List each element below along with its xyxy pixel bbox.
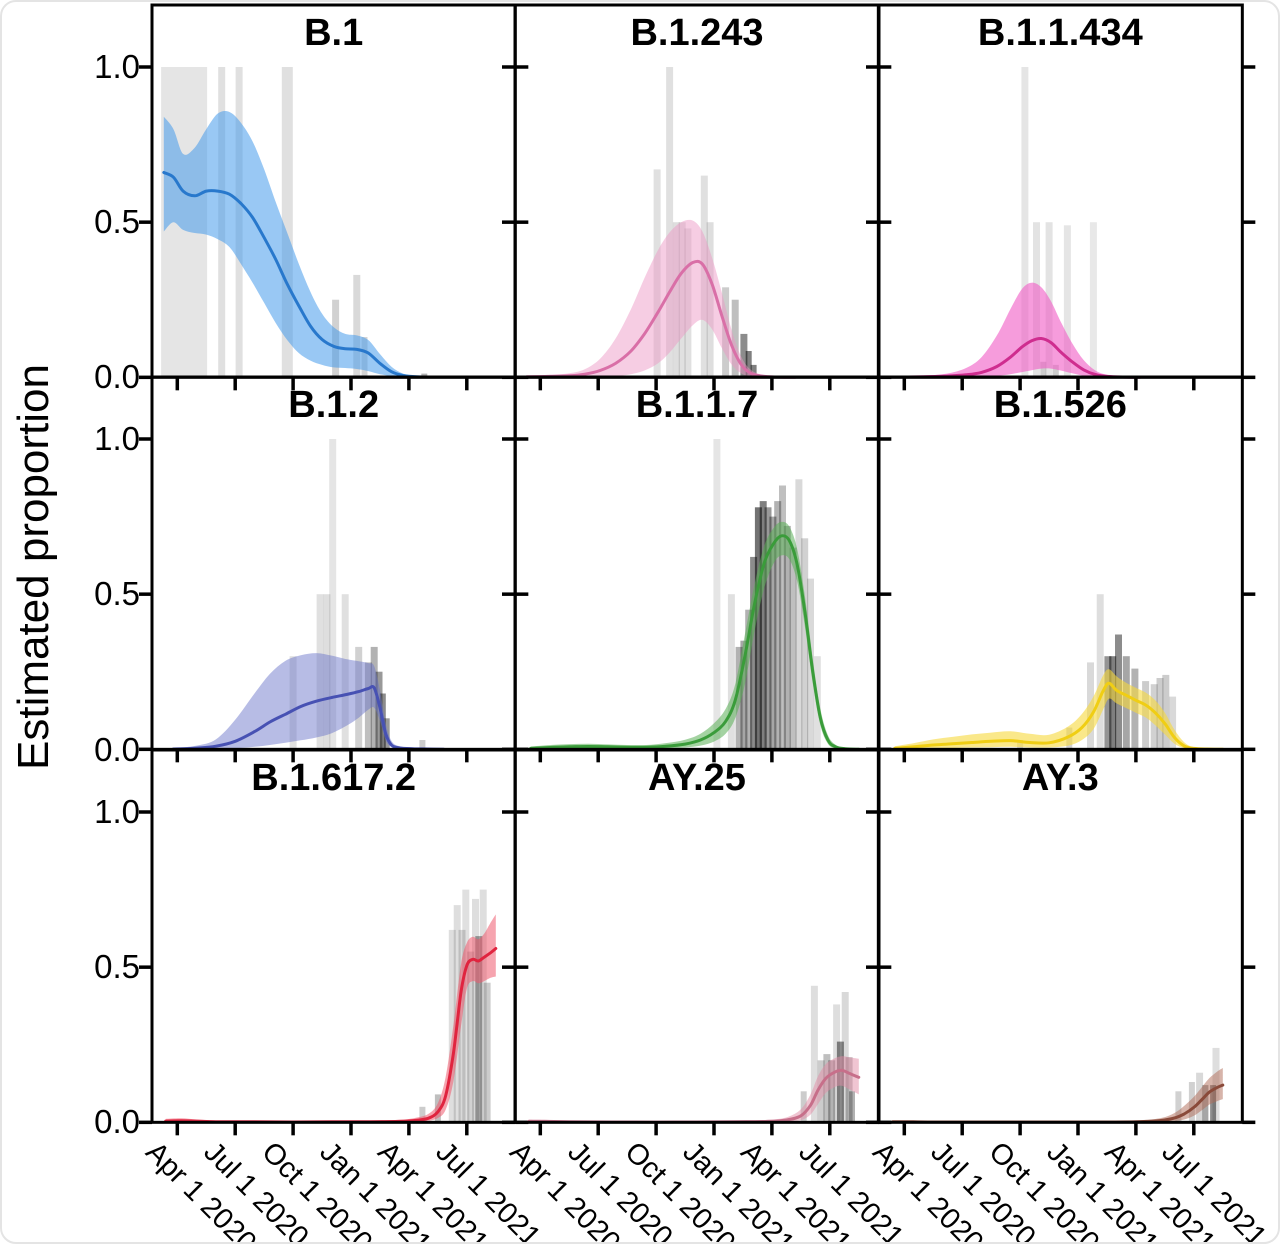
- credible-ribbon: [529, 1055, 860, 1123]
- observed-bars: [419, 889, 491, 1122]
- panel-B.1.617.2: B.1.617.2: [139, 748, 529, 1135]
- credible-ribbon: [173, 653, 444, 750]
- axis-ticks: [865, 809, 1255, 1135]
- panel-AY.25: AY.25: [502, 748, 892, 1135]
- credible-ribbon: [892, 1067, 1223, 1123]
- panel-plot: [139, 3, 529, 391]
- panel-plot: [502, 3, 892, 391]
- credible-ribbon: [163, 111, 433, 378]
- mean-line: [162, 171, 434, 379]
- panel-frame: [877, 375, 1244, 752]
- y-tick-label: 0.5: [94, 575, 140, 613]
- mean-line: [164, 946, 498, 1124]
- facet-grid: B.1 B.1.243 B.1.1.434 B.1.2 B.1.1.7 B.1.526 B.…: [139, 3, 1255, 1135]
- mean-line: [525, 259, 797, 379]
- y-tick-label: 1.0: [94, 48, 140, 85]
- panel-B.1.526: B.1.526: [865, 375, 1255, 763]
- panel-B.1.243: B.1.243: [502, 3, 892, 391]
- panel-B.1: B.1: [139, 3, 529, 391]
- panel-plot: [865, 3, 1255, 391]
- credible-ribbon: [527, 219, 796, 378]
- panel-B.1.2: B.1.2: [139, 375, 529, 763]
- mean-line: [892, 682, 1224, 752]
- y-tick-label: 0.5: [94, 203, 140, 241]
- y-tick-label: 0.0: [94, 1102, 140, 1140]
- axis-ticks: [139, 437, 529, 763]
- panel-B.1.1.7: B.1.1.7: [502, 375, 892, 763]
- y-tick-label: 1.0: [94, 792, 140, 830]
- axis-ticks: [865, 437, 1255, 763]
- credible-ribbon: [890, 282, 1140, 378]
- panel-plot: [502, 375, 892, 763]
- y-tick-label: 0.5: [94, 947, 140, 985]
- axis-ticks: [502, 437, 892, 763]
- panel-plot: [865, 375, 1255, 763]
- panel-frame: [877, 3, 1244, 379]
- panel-B.1.1.434: B.1.1.434: [865, 3, 1255, 391]
- panel-frame: [877, 748, 1244, 1124]
- panel-plot: [139, 375, 529, 763]
- panel-AY.3: AY.3: [865, 748, 1255, 1135]
- mean-line: [171, 685, 446, 752]
- mean-line: [529, 534, 861, 752]
- y-tick-label: 0.0: [94, 358, 140, 396]
- observed-bars: [1016, 594, 1176, 750]
- panel-plot: [865, 748, 1255, 1135]
- mean-line: [888, 336, 1141, 379]
- credible-ribbon: [894, 669, 1223, 750]
- y-tick-label: 0.0: [94, 730, 140, 768]
- y-tick-label: 1.0: [94, 420, 140, 458]
- panel-plot: [139, 748, 529, 1135]
- y-axis-title: Estimated proportion: [9, 364, 58, 770]
- panel-plot: [502, 748, 892, 1135]
- panel-frame: [513, 375, 881, 752]
